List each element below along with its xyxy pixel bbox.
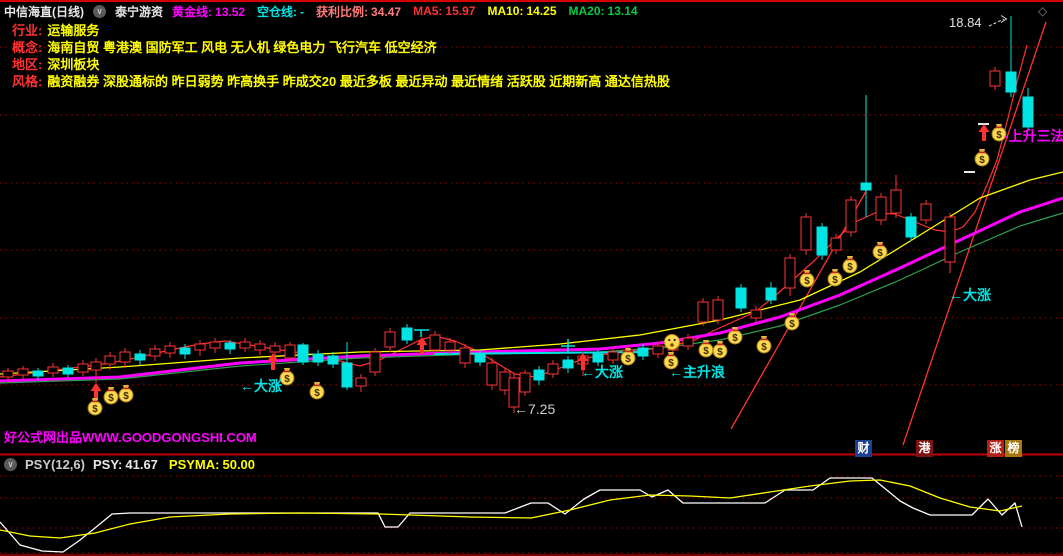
concept-label: 概念: <box>12 40 43 55</box>
rising-three-methods-annotation: -上升三法 <box>1004 128 1063 144</box>
svg-text:$: $ <box>804 276 810 287</box>
svg-text:$: $ <box>832 275 838 286</box>
trader-label: 泰宁游资 <box>115 4 164 19</box>
style-value[interactable]: 融资融券 深股通标的 昨日弱势 昨高换手 昨成交20 最近多板 最近异动 最近情… <box>47 74 670 89</box>
region-value[interactable]: 深圳板块 <box>47 57 100 72</box>
ma10-value: 14.25 <box>526 4 557 18</box>
psyma-label: PSYMA: <box>168 457 220 472</box>
high-price-annotation: 18.84 <box>949 15 982 30</box>
diamond-icon[interactable]: ◇ <box>1038 4 1048 18</box>
concept-value[interactable]: 海南自贸 粤港澳 国防军工 风电 无人机 绿色电力 飞行汽车 低空经济 <box>47 40 437 55</box>
psy-label: PSY: <box>92 457 123 472</box>
stock-info-panel: 行业: 运输服务 概念: 海南自贸 粤港澳 国防军工 风电 无人机 绿色电力 飞行汽… <box>12 22 670 90</box>
svg-text:$: $ <box>732 333 738 344</box>
svg-text:$: $ <box>108 393 114 404</box>
ma10-label: MA10: <box>487 4 524 18</box>
svg-text:$: $ <box>703 346 709 357</box>
gainers-button-zhang[interactable]: 涨 <box>987 440 1004 457</box>
gainers-button-bang[interactable]: 榜 <box>1005 440 1022 457</box>
industry-label: 行业: <box>12 23 43 38</box>
ma5-field: MA5: 15.97 <box>413 4 478 18</box>
profit-ratio-label: 获利比例: <box>316 4 369 19</box>
svg-text:$: $ <box>761 342 767 353</box>
profit-ratio-field: 获利比例: 34.47 <box>316 3 404 20</box>
short-line-value: - <box>300 4 305 19</box>
psy-indicator-title[interactable]: PSY(12,6) <box>25 457 85 472</box>
svg-text:$: $ <box>877 248 883 259</box>
style-row: 风格: 融资融券 深股通标的 昨日弱势 昨高换手 昨成交20 最近多板 最近异动 … <box>12 73 670 90</box>
psy-value: 41.67 <box>125 457 158 472</box>
ma5-value: 15.97 <box>445 4 476 18</box>
gold-line-value: 13.52 <box>215 4 246 19</box>
svg-text:$: $ <box>717 347 723 358</box>
psy-value-field: PSY: 41.67 <box>93 457 161 472</box>
psyma-value-field: PSYMA: 50.00 <box>169 457 258 472</box>
industry-row: 行业: 运输服务 <box>12 22 670 39</box>
main-wave-annotation: ←主升浪 <box>669 364 725 380</box>
svg-text:$: $ <box>284 374 290 385</box>
gold-line-label: 黄金线: <box>172 4 213 19</box>
region-row: 地区: 深圳板块 <box>12 56 670 73</box>
ma20-field: MA20: 13.14 <box>569 4 641 18</box>
short-line-label: 空仓线: <box>257 4 298 19</box>
svg-text:$: $ <box>314 388 320 399</box>
concept-row: 概念: 海南自贸 粤港澳 国防军工 风电 无人机 绿色电力 飞行汽车 低空经济 <box>12 39 670 56</box>
industry-value[interactable]: 运输服务 <box>47 23 100 38</box>
svg-text:$: $ <box>789 319 795 330</box>
ma5-label: MA5: <box>413 4 443 18</box>
psyma-value: 50.00 <box>222 457 256 472</box>
svg-text:$: $ <box>668 358 674 369</box>
big-rise-annotation-2: ←大涨 <box>581 364 623 380</box>
svg-text:$: $ <box>123 391 129 402</box>
region-label: 地区: <box>12 57 43 72</box>
hk-button[interactable]: 港 <box>916 440 933 457</box>
title-bar: 中信海直(日线) ∨ 泰宁游资 黄金线: 13.52 空仓线: - 获利比例: 34.… <box>0 0 1063 20</box>
chevron-down-icon[interactable]: ∨ <box>4 458 17 471</box>
svg-text:$: $ <box>996 130 1002 141</box>
svg-text:$: $ <box>979 155 985 166</box>
big-rise-annotation-1: ←大涨 <box>240 378 282 394</box>
ma20-label: MA20: <box>568 4 605 18</box>
stock-title: 中信海直(日线) <box>4 4 84 19</box>
low-price-annotation: ←7.25 <box>514 401 556 417</box>
ma10-field: MA10: 14.25 <box>487 4 559 18</box>
svg-text:$: $ <box>625 354 631 365</box>
ma20-value: 13.14 <box>607 4 638 18</box>
big-rise-annotation-3: ←大涨 <box>949 287 991 303</box>
chevron-down-icon[interactable]: ∨ <box>93 4 106 18</box>
short-line-field: 空仓线: - <box>257 3 307 20</box>
svg-text:$: $ <box>847 262 853 273</box>
psy-panel-header: ∨ PSY(12,6) PSY: 41.67 PSYMA: 50.00 <box>4 457 258 472</box>
gold-line-field: 黄金线: 13.52 <box>172 3 248 20</box>
svg-text:$: $ <box>92 404 98 415</box>
finance-button[interactable]: 财 <box>855 440 872 457</box>
watermark: 好公式网出品WWW.GOODGONGSHI.COM <box>4 430 257 445</box>
style-label: 风格: <box>12 74 43 89</box>
profit-ratio-value: 34.47 <box>371 4 402 19</box>
